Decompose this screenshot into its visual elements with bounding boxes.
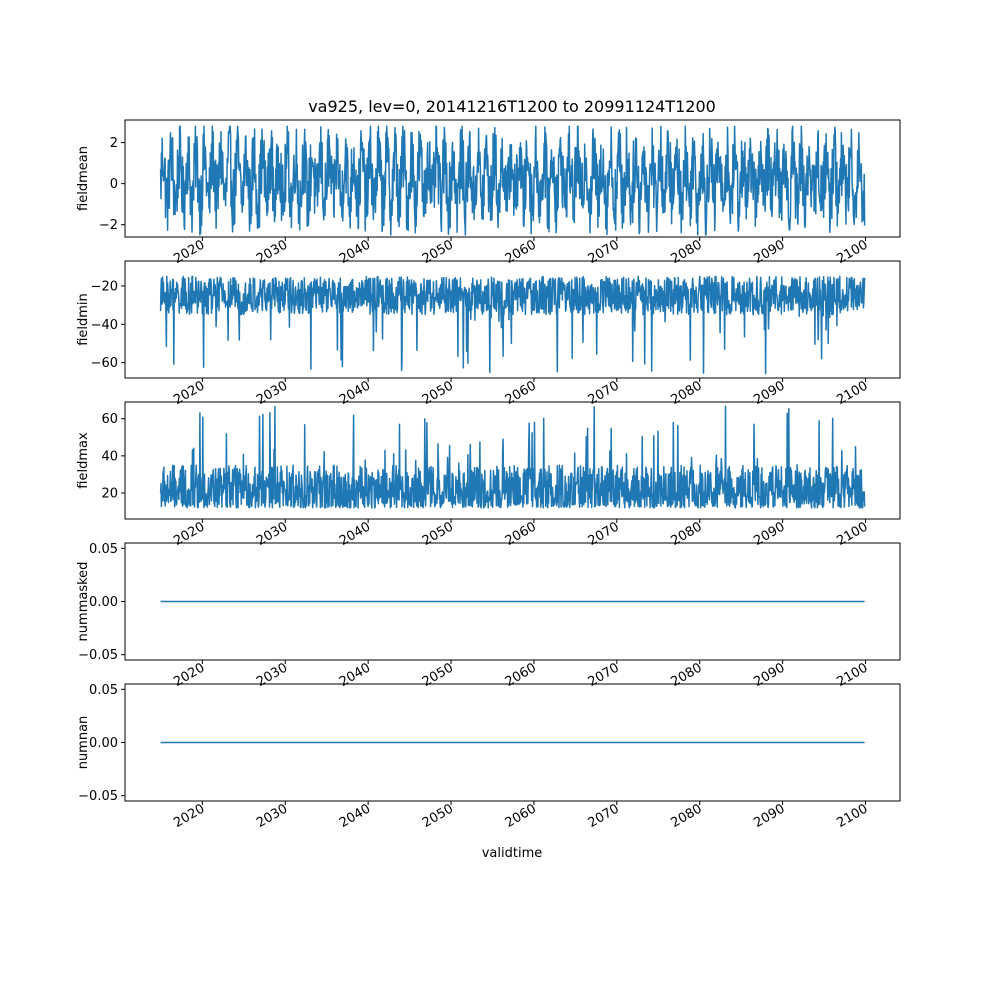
x-tick-label: 2020 xyxy=(171,519,207,549)
y-tick-label: −2 xyxy=(99,218,118,233)
x-tick-label: 2080 xyxy=(669,660,705,690)
y-tick-label: 0.05 xyxy=(89,683,118,698)
x-tick-label: 2080 xyxy=(669,378,705,408)
x-tick-label: 2050 xyxy=(420,519,456,549)
y-tick-label: 0.00 xyxy=(89,595,118,610)
x-tick-label: 2030 xyxy=(254,660,290,690)
x-tick-label: 2070 xyxy=(586,378,622,408)
y-axis-label-nummasked: nummasked xyxy=(76,562,91,642)
y-tick-label: −0.05 xyxy=(78,789,118,804)
series-line-fieldmax xyxy=(159,405,866,509)
y-axis-label-numnan: numnan xyxy=(76,716,91,770)
y-tick-label: 20 xyxy=(101,487,118,502)
x-tick-label: 2020 xyxy=(171,378,207,408)
x-tick-label: 2100 xyxy=(834,801,870,831)
x-tick-label: 2090 xyxy=(751,660,787,690)
x-tick-label: 2040 xyxy=(337,237,373,267)
x-tick-label: 2050 xyxy=(420,237,456,267)
y-tick-label: 0.00 xyxy=(89,736,118,751)
figure-title: va925, lev=0, 20141216T1200 to 20991124T… xyxy=(308,97,716,116)
x-tick-label: 2030 xyxy=(254,519,290,549)
x-tick-label: 2020 xyxy=(171,237,207,267)
x-tick-label: 2050 xyxy=(420,378,456,408)
y-tick-label: −40 xyxy=(91,318,118,333)
y-tick-label: 0 xyxy=(110,177,118,192)
x-tick-label: 2050 xyxy=(420,660,456,690)
x-tick-label: 2070 xyxy=(586,519,622,549)
subplot-nummasked: −0.05 0.00 0.05 nummasked 2020 2030 2040 2050 20… xyxy=(76,542,901,690)
x-tick-label: 2080 xyxy=(669,801,705,831)
x-tick-label: 2100 xyxy=(834,237,870,267)
y-axis-label-fieldmax: fieldmax xyxy=(76,432,91,489)
y-tick-label: 2 xyxy=(110,136,118,151)
x-tick-label: 2040 xyxy=(337,801,373,831)
y-tick-label: 40 xyxy=(101,449,118,464)
y-tick-label: −20 xyxy=(91,279,118,294)
y-axis-label-fieldmin: fieldmin xyxy=(76,293,91,346)
x-tick-label: 2030 xyxy=(254,378,290,408)
x-tick-label: 2090 xyxy=(751,519,787,549)
x-tick-label: 2020 xyxy=(171,660,207,690)
x-tick-label: 2090 xyxy=(751,801,787,831)
x-tick-label: 2030 xyxy=(254,237,290,267)
axes-frame xyxy=(124,401,901,520)
y-tick-label: 0.05 xyxy=(89,542,118,557)
x-tick-label: 2090 xyxy=(751,237,787,267)
axes-frame xyxy=(124,119,901,238)
x-tick-label: 2060 xyxy=(503,801,539,831)
x-tick-label: 2100 xyxy=(834,519,870,549)
x-tick-label: 2050 xyxy=(420,801,456,831)
x-tick-label: 2070 xyxy=(586,801,622,831)
x-tick-label: 2100 xyxy=(834,660,870,690)
x-tick-label: 2060 xyxy=(503,237,539,267)
y-tick-label: −60 xyxy=(91,356,118,371)
x-tick-label: 2060 xyxy=(503,660,539,690)
y-axis-label-fieldmean: fieldmean xyxy=(76,146,91,211)
x-tick-label: 2080 xyxy=(669,237,705,267)
x-tick-label: 2090 xyxy=(751,378,787,408)
x-tick-label: 2030 xyxy=(254,801,290,831)
x-tick-label: 2080 xyxy=(669,519,705,549)
subplot-numnan: −0.05 0.00 0.05 numnan 2020 2030 2040 2050 2060 2… xyxy=(76,683,901,831)
y-tick-label: 60 xyxy=(101,412,118,427)
x-tick-label: 2040 xyxy=(337,378,373,408)
x-tick-label: 2060 xyxy=(503,519,539,549)
x-tick-label: 2070 xyxy=(586,237,622,267)
x-axis-label: validtime xyxy=(482,846,543,861)
x-tick-label: 2040 xyxy=(337,660,373,690)
x-tick-label: 2040 xyxy=(337,519,373,549)
x-tick-label: 2020 xyxy=(171,801,207,831)
subplot-fieldmean: −2 0 2 fieldmean 2020 2030 2040 2050 2060 2070 208… xyxy=(76,119,901,267)
axes-frame xyxy=(124,260,901,379)
series-line-fieldmin xyxy=(159,275,866,375)
x-tick-label: 2070 xyxy=(586,660,622,690)
x-tick-label: 2060 xyxy=(503,378,539,408)
y-tick-label: −0.05 xyxy=(78,648,118,663)
series-line-fieldmean xyxy=(159,125,866,236)
x-tick-label: 2100 xyxy=(834,378,870,408)
